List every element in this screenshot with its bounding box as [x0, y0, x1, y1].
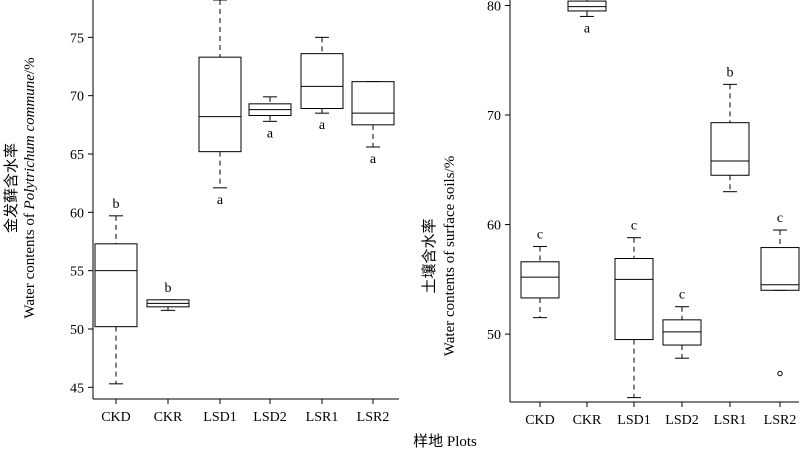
- significance-letter-lsr1: a: [319, 118, 326, 133]
- y-tick-label: 75: [70, 31, 84, 46]
- box-lsd2: [662, 319, 702, 346]
- y-axis-title-english: Water contents of Polytrichum commune/%: [22, 57, 38, 318]
- x-tick-label-lsr2: LSR2: [357, 410, 390, 425]
- y-tick-label: 80: [487, 0, 501, 14]
- y-tick-label: 65: [70, 148, 84, 163]
- significance-letter-lsr1: b: [727, 65, 734, 80]
- significance-letter-lsd2: a: [267, 126, 274, 141]
- significance-letter-lsd2: c: [679, 288, 685, 303]
- x-tick-label-lsd2: LSD2: [253, 410, 286, 425]
- box-lsr1: [710, 122, 750, 176]
- box-ckr: [567, 0, 607, 12]
- y-tick-label: 45: [70, 381, 84, 396]
- x-tick-label-lsd2: LSD2: [665, 413, 698, 428]
- y-axis-title-chinese: 金发藓含水率: [3, 143, 20, 233]
- significance-letter-lsd1: a: [217, 193, 224, 208]
- x-tick-label-ckd: CKD: [525, 413, 555, 428]
- right-panel-water-content-soil: 50 60 70 80 土壤含水率 Water contents of surface s…: [420, 0, 800, 428]
- significance-letter-lsd1: c: [631, 219, 637, 234]
- y-tick-label: 50: [70, 323, 84, 338]
- box-lsr2: [760, 247, 800, 291]
- y-axis-title-english: Water contents of surface soils/%: [442, 156, 458, 356]
- outlier-point-lsr2: [777, 370, 783, 377]
- y-axis-title-chinese: 土壤含水率: [420, 218, 438, 293]
- significance-letter-ckr: b: [165, 281, 172, 296]
- box-lsr1: [300, 53, 344, 109]
- significance-letter-lsr2: c: [777, 211, 783, 226]
- y-tick-label: 50: [487, 328, 501, 343]
- x-tick-label-lsr1: LSR1: [306, 410, 339, 425]
- y-tick-label: 60: [487, 219, 501, 234]
- significance-letter-ckd: c: [537, 227, 543, 242]
- x-tick-label-lsd1: LSD1: [617, 413, 650, 428]
- x-tick-label-lsd1: LSD1: [203, 410, 236, 425]
- y-tick-label: 70: [487, 109, 501, 124]
- x-tick-label-lsr2: LSR2: [764, 413, 797, 428]
- significance-letter-lsr2: a: [370, 152, 377, 167]
- box-ckd: [520, 261, 560, 299]
- x-tick-label-ckr: CKR: [573, 413, 602, 428]
- box-lsd1: [614, 258, 654, 341]
- box-lsr2: [351, 81, 395, 126]
- x-axis-title: 样地 Plots: [413, 433, 477, 450]
- box-lsd1: [198, 56, 242, 153]
- x-tick-label-ckd: CKD: [101, 410, 131, 425]
- x-tick-label-ckr: CKR: [154, 410, 183, 425]
- y-tick-label: 70: [70, 90, 84, 105]
- y-tick-label: 60: [70, 206, 84, 221]
- box-ckd: [94, 243, 138, 328]
- y-tick-label: 55: [70, 265, 84, 280]
- significance-letter-ckd: b: [113, 197, 120, 212]
- x-tick-label-lsr1: LSR1: [714, 413, 747, 428]
- significance-letter-ckr: a: [584, 21, 591, 36]
